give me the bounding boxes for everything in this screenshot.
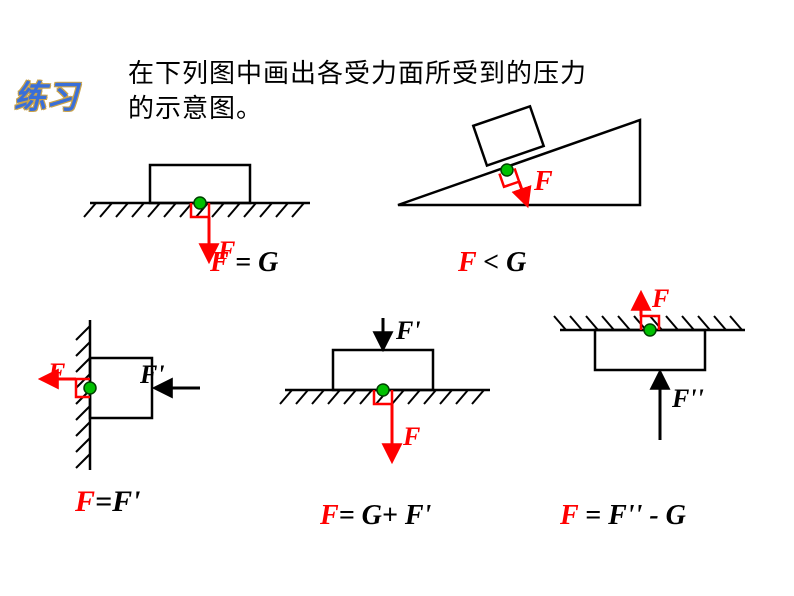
diagram-2 bbox=[398, 106, 640, 209]
d2-f-label: F bbox=[534, 166, 553, 198]
contact-point-dot bbox=[644, 324, 656, 336]
d3-fprime-label: F' bbox=[140, 360, 165, 390]
contact-point-dot bbox=[377, 384, 389, 396]
diagram-1 bbox=[84, 165, 310, 260]
formula-d2: F < G bbox=[458, 247, 526, 279]
formula-d3: F=F' bbox=[75, 485, 140, 519]
formula-d1: F = G bbox=[210, 247, 278, 279]
formula-d5: F = F'' - G bbox=[560, 500, 686, 532]
d3-f-label: F bbox=[48, 358, 65, 388]
d5-fpp-label: F'' bbox=[672, 384, 704, 414]
diagram-5 bbox=[554, 294, 745, 440]
diagram-4 bbox=[280, 318, 490, 460]
contact-point-dot bbox=[194, 197, 206, 209]
contact-point-dot bbox=[501, 164, 513, 176]
formula-d4: F= G+ F' bbox=[320, 500, 431, 532]
d4-f-label: F bbox=[403, 422, 420, 452]
force-f-arrow bbox=[519, 182, 527, 205]
diagram-3 bbox=[42, 320, 200, 470]
contact-point-dot bbox=[84, 382, 96, 394]
d5-f-label: F bbox=[652, 284, 669, 314]
d4-fprime-label: F' bbox=[396, 316, 421, 346]
